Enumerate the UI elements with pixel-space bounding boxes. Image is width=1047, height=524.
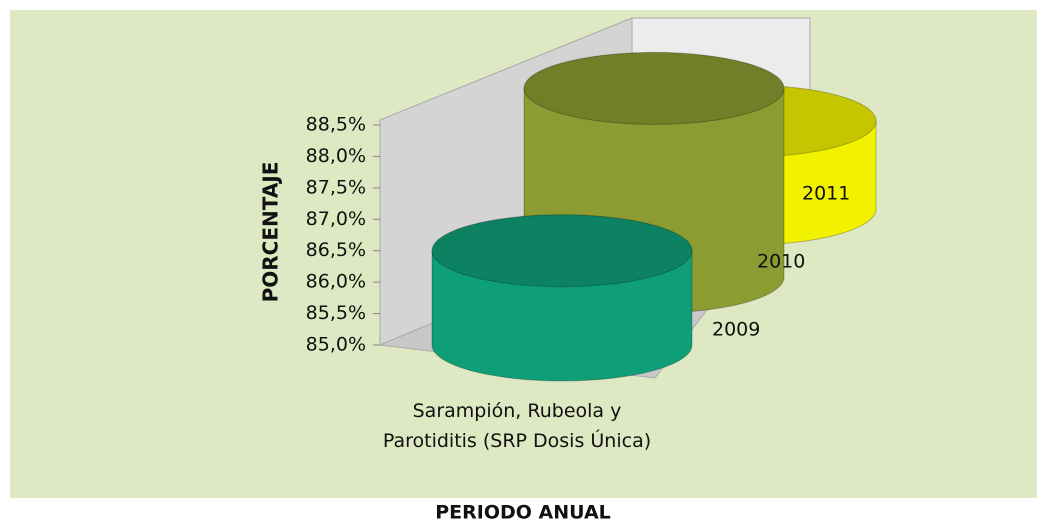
y-axis-label: PORCENTAJE <box>259 162 283 303</box>
y-tick-label: 88,0% <box>306 145 366 167</box>
cylinder-top <box>523 51 785 125</box>
y-tick-label: 85,0% <box>306 334 366 356</box>
cylinder-top-shade <box>432 214 692 287</box>
y-tick-label: 86,5% <box>306 239 366 261</box>
y-tick-label: 88,5% <box>306 114 366 136</box>
cylinder-top-shade <box>524 52 784 125</box>
series-label: 2010 <box>757 251 805 273</box>
y-tick-label: 87,0% <box>306 208 366 230</box>
category-label: Sarampión, Rubeola y Parotiditis (SRP Do… <box>382 400 652 452</box>
series-label: 2011 <box>802 183 850 205</box>
y-tick-label: 86,0% <box>306 271 366 293</box>
cylinder-top <box>431 214 693 288</box>
x-axis-label: PERIODO ANUAL <box>435 502 611 524</box>
series-label: 2009 <box>712 319 760 341</box>
y-tick-label: 87,5% <box>306 176 366 198</box>
y-tick-label: 85,5% <box>306 302 366 324</box>
cylinder-body <box>431 250 693 382</box>
